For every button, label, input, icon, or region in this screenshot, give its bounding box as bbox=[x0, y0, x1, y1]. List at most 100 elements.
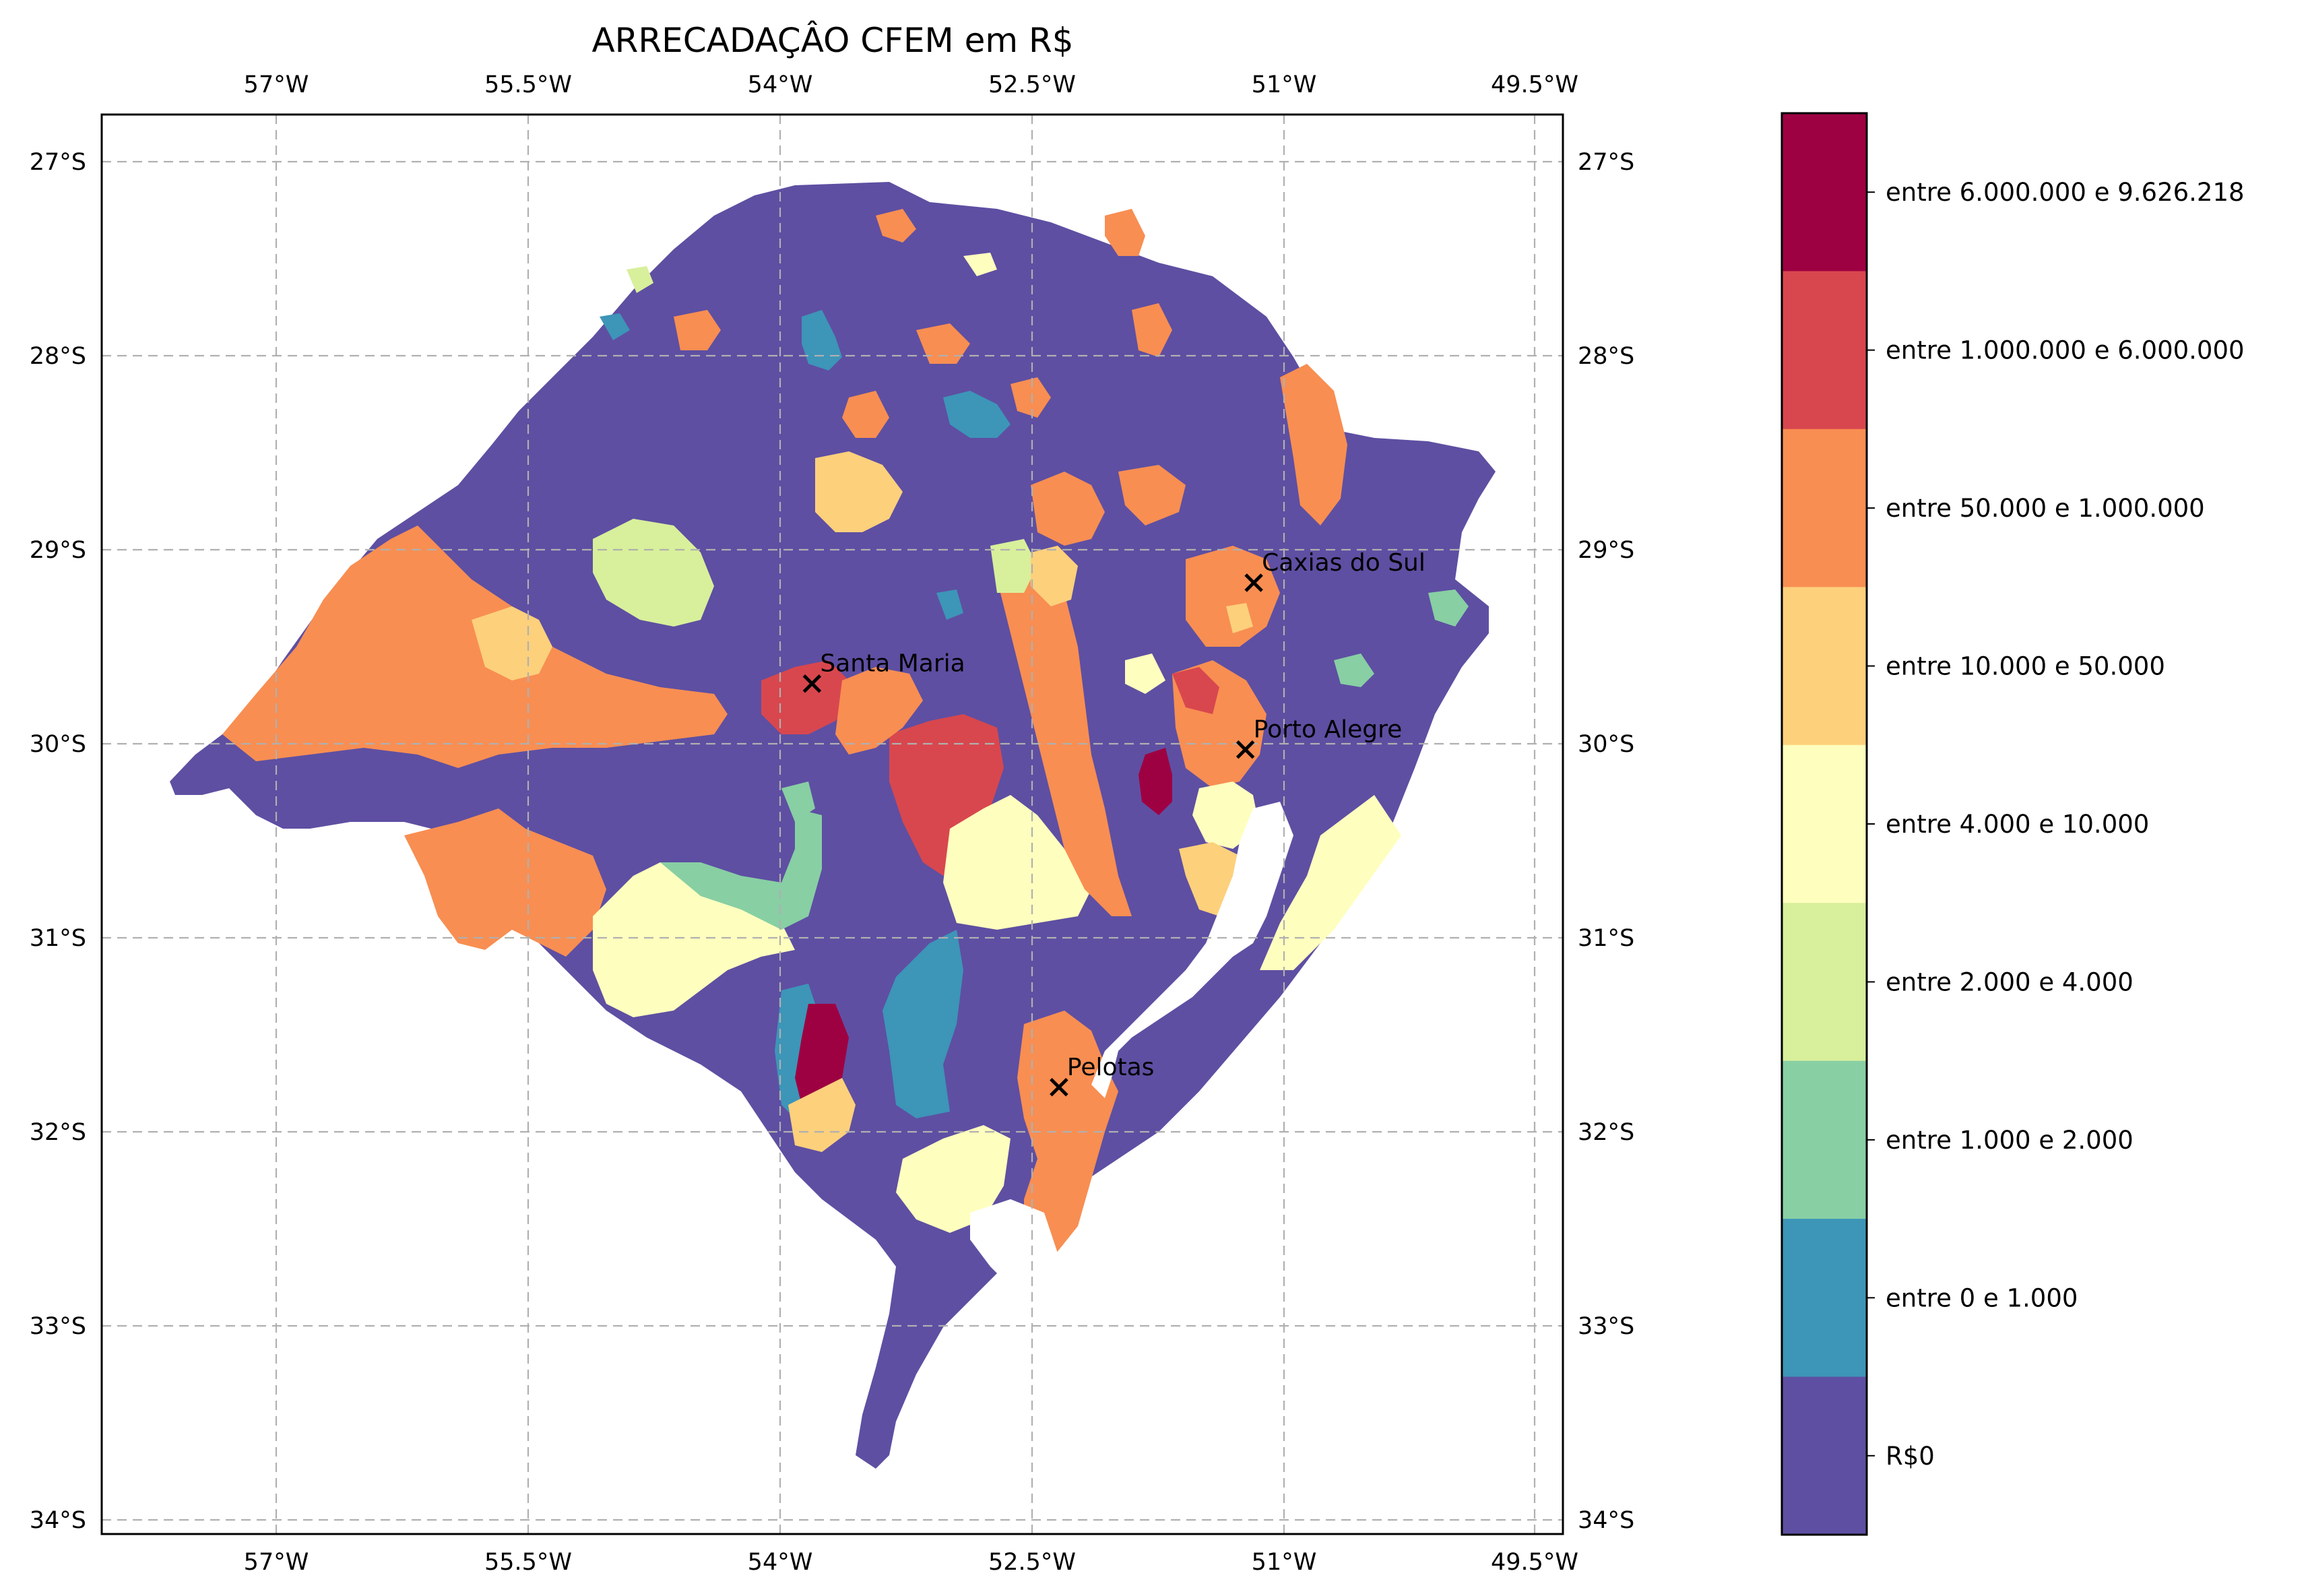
region-teal-center-2 bbox=[936, 589, 963, 620]
region-orange-north-8 bbox=[1031, 472, 1105, 546]
region-orange-north-6 bbox=[916, 323, 970, 364]
colorbar-swatch bbox=[1782, 1060, 1867, 1219]
colorbar-label: entre 10.000 e 50.000 bbox=[1886, 652, 2165, 681]
colorbar-label: R$0 bbox=[1886, 1442, 1935, 1471]
lon-tick-label: 54°W bbox=[748, 71, 813, 98]
lat-tick-label: 27°S bbox=[1578, 149, 1634, 176]
region-lightorange-north bbox=[815, 451, 903, 532]
city-cross-icon bbox=[1236, 740, 1255, 759]
lon-tick-label: 52.5°W bbox=[988, 71, 1076, 98]
colorbar-label: entre 2.000 e 4.000 bbox=[1886, 967, 2134, 996]
region-orange-pelotas bbox=[1017, 1011, 1118, 1260]
city-marker: Caxias do Sul bbox=[1244, 549, 1425, 592]
region-orange-north-3 bbox=[1105, 209, 1145, 256]
lagoa-dos-patos bbox=[1091, 802, 1293, 1098]
city-label: Porto Alegre bbox=[1254, 716, 1403, 744]
region-orange-north-1 bbox=[674, 310, 721, 350]
colorbar-swatch bbox=[1782, 1376, 1867, 1535]
region-crimson-portoalegre bbox=[1139, 748, 1172, 815]
region-crimson-sw bbox=[795, 1004, 849, 1105]
colorbar-label: entre 6.000.000 e 9.626.218 bbox=[1886, 178, 2245, 207]
lat-tick-label: 34°S bbox=[1578, 1507, 1634, 1534]
lon-tick-label: 51°W bbox=[1252, 71, 1317, 98]
region-lightgreen-northwest bbox=[627, 266, 653, 293]
lat-ticks-left: 27°S 28°S 29°S 30°S 31°S 32°S 33°S 34°S bbox=[30, 149, 86, 1534]
city-cross-icon bbox=[802, 674, 822, 693]
lon-tick-label: 57°W bbox=[244, 71, 309, 98]
lon-ticks-top: 57°W 55.5°W 54°W 52.5°W 51°W 49.5°W bbox=[244, 71, 1578, 98]
region-sw-orange bbox=[404, 808, 606, 957]
lon-ticks-bottom: 57°W 55.5°W 54°W 52.5°W 51°W 49.5°W bbox=[244, 1549, 1578, 1576]
region-yellow-north-small bbox=[963, 253, 997, 276]
region-green-east-2 bbox=[1334, 653, 1374, 687]
lat-tick-label: 29°S bbox=[1578, 537, 1634, 564]
lagoa-mirim bbox=[970, 1199, 1058, 1294]
city-label: Caxias do Sul bbox=[1262, 549, 1425, 577]
region-yellow-coastal bbox=[1260, 795, 1401, 970]
municipality-regions bbox=[222, 209, 1469, 1260]
colorbar-swatch bbox=[1782, 903, 1867, 1062]
lat-tick-label: 33°S bbox=[1578, 1313, 1634, 1340]
region-orange-north-east bbox=[1280, 364, 1347, 525]
city-marker: Porto Alegre bbox=[1236, 716, 1403, 759]
city-label: Santa Maria bbox=[820, 650, 965, 678]
city-label: Pelotas bbox=[1067, 1054, 1155, 1081]
region-west-orange bbox=[222, 525, 728, 768]
lat-tick-label: 32°S bbox=[30, 1119, 86, 1146]
region-teal-northwest-2 bbox=[600, 313, 630, 340]
region-lightorange-sw bbox=[788, 1078, 856, 1152]
lon-tick-label: 49.5°W bbox=[1491, 1549, 1578, 1576]
lon-tick-label: 49.5°W bbox=[1491, 71, 1578, 98]
region-lightgreen-north bbox=[593, 519, 714, 627]
colorbar-label: entre 1.000.000 e 6.000.000 bbox=[1886, 336, 2245, 365]
region-south-yellow bbox=[593, 862, 795, 1017]
lon-tick-label: 52.5°W bbox=[988, 1549, 1076, 1576]
lon-tick-label: 51°W bbox=[1252, 1549, 1317, 1576]
region-orange-north-2 bbox=[842, 391, 889, 438]
region-yellow-center bbox=[943, 795, 1091, 930]
region-yellow-east-poa bbox=[1192, 781, 1260, 849]
region-orange-north-5 bbox=[1011, 377, 1051, 418]
lat-tick-label: 28°S bbox=[1578, 343, 1634, 370]
graticule bbox=[102, 115, 1563, 1534]
lat-tick-label: 34°S bbox=[30, 1507, 86, 1534]
colorbar-swatch bbox=[1782, 113, 1867, 272]
colorbar-swatch bbox=[1782, 428, 1867, 587]
region-red-santamaria bbox=[761, 660, 856, 734]
colorbar-swatch bbox=[1782, 744, 1867, 903]
colorbar-swatch bbox=[1782, 1219, 1867, 1378]
lat-tick-label: 30°S bbox=[30, 731, 86, 758]
lat-tick-label: 32°S bbox=[1578, 1119, 1634, 1146]
colorbar-frame bbox=[1781, 112, 1868, 1536]
map-area bbox=[170, 182, 1496, 1469]
lon-tick-label: 55.5°W bbox=[484, 71, 572, 98]
region-orange-caxias bbox=[1186, 546, 1280, 647]
lat-tick-label: 28°S bbox=[30, 343, 86, 370]
colorbar-label: entre 50.000 e 1.000.000 bbox=[1886, 494, 2205, 523]
region-red-center bbox=[889, 714, 1004, 876]
lat-tick-label: 27°S bbox=[30, 149, 86, 176]
city-cross-icon bbox=[1050, 1077, 1068, 1097]
city-marker: Santa Maria bbox=[802, 650, 965, 693]
region-green-sw-2 bbox=[781, 781, 815, 822]
region-lightorange-center bbox=[1031, 546, 1078, 606]
city-marker: Pelotas bbox=[1050, 1054, 1155, 1097]
region-orange-center-strip bbox=[997, 566, 1132, 916]
colorbar-label: entre 1.000 e 2.000 bbox=[1886, 1126, 2134, 1155]
map-title: ARRECADAÇÂO CFEM em R$ bbox=[591, 20, 1073, 60]
region-yellow-pelotas-west bbox=[896, 1125, 1011, 1233]
region-orange-north-4 bbox=[1132, 303, 1172, 357]
colorbar-label: entre 4.000 e 10.000 bbox=[1886, 810, 2149, 839]
region-teal-north bbox=[943, 391, 1011, 438]
colorbar-label: entre 0 e 1.000 bbox=[1886, 1283, 2078, 1312]
lon-tick-label: 54°W bbox=[748, 1549, 813, 1576]
city-markers: Caxias do Sul Santa Maria Porto Alegre Pelo… bbox=[802, 549, 1425, 1097]
region-teal-south bbox=[883, 930, 963, 1118]
region-green-band bbox=[660, 808, 822, 930]
lat-tick-label: 29°S bbox=[30, 537, 86, 564]
region-orange-north-7 bbox=[876, 209, 916, 243]
region-lightorange-east bbox=[1226, 603, 1253, 633]
region-orange-north-9 bbox=[1118, 465, 1186, 525]
lon-tick-label: 55.5°W bbox=[484, 1549, 572, 1576]
